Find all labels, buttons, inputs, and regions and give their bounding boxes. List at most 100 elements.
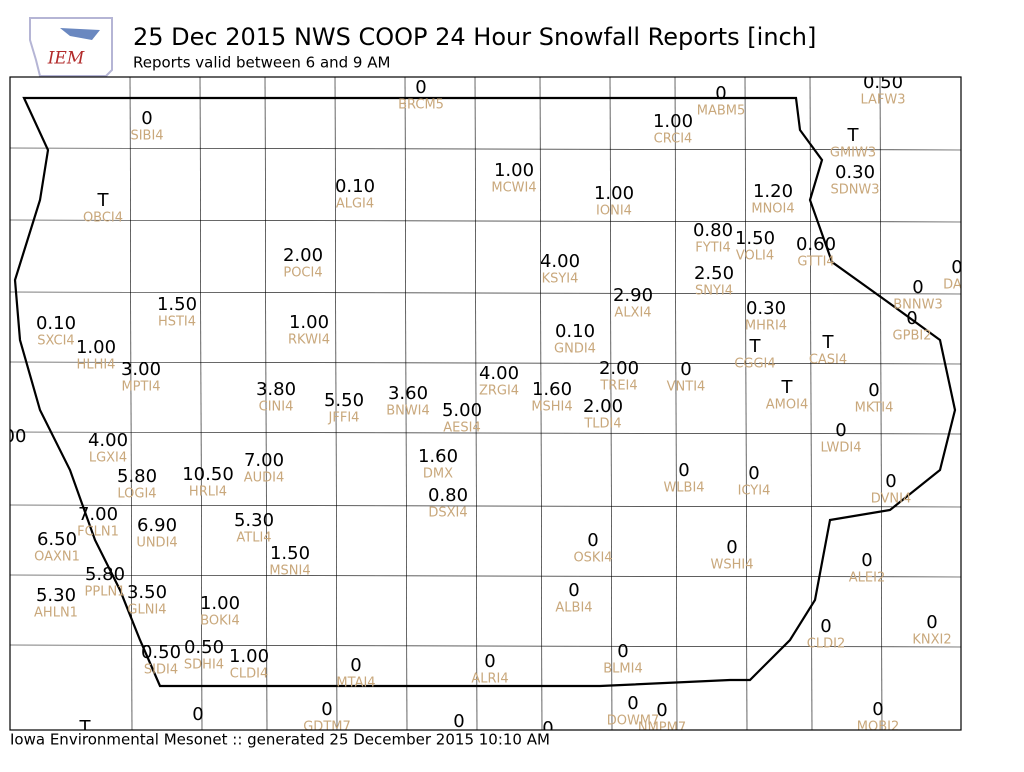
station: 0 bbox=[542, 718, 553, 739]
station-id: ALRI4 bbox=[471, 672, 508, 687]
station-id: GLNI4 bbox=[127, 603, 166, 618]
station-id: WLBI4 bbox=[663, 481, 704, 496]
station-id: ALEI2 bbox=[849, 571, 885, 586]
county-line bbox=[609, 77, 613, 730]
station-value: T bbox=[781, 377, 794, 398]
station-value: 0 bbox=[748, 463, 759, 484]
station-value: 0 bbox=[542, 718, 553, 739]
station-id: VNTI4 bbox=[667, 380, 706, 395]
station-value: 0 bbox=[678, 460, 689, 481]
station-id: IONI4 bbox=[596, 204, 632, 219]
station: T bbox=[79, 717, 92, 738]
station-id: RKWI4 bbox=[288, 333, 330, 348]
station-value: 0 bbox=[872, 699, 883, 720]
footer: Iowa Environmental Mesonet :: generated … bbox=[10, 731, 550, 749]
station-value: 00 bbox=[4, 426, 27, 447]
station-id: DVNI4 bbox=[871, 492, 912, 507]
station-value: 0 bbox=[587, 530, 598, 551]
station-id: HRLI4 bbox=[189, 485, 227, 500]
station-value: 3.50 bbox=[127, 582, 167, 603]
logo: IEM bbox=[29, 17, 113, 77]
station-id: GTTI4 bbox=[797, 255, 834, 270]
station-value: 0 bbox=[885, 471, 896, 492]
station-value: 0.10 bbox=[335, 176, 375, 197]
station-value: 3.60 bbox=[388, 383, 428, 404]
station-value: 1.00 bbox=[229, 646, 269, 667]
station-value: 0 bbox=[656, 700, 667, 721]
station-id: CGGI4 bbox=[734, 357, 775, 372]
station-value: 1.50 bbox=[270, 543, 310, 564]
station-id: CINI4 bbox=[259, 400, 294, 415]
station-id: FYTI4 bbox=[695, 241, 730, 256]
station-id: ATLI4 bbox=[236, 531, 271, 546]
station-id: MABM5 bbox=[697, 104, 746, 119]
station-value: 0.30 bbox=[835, 162, 875, 183]
station-value: 0.80 bbox=[693, 220, 733, 241]
station-value: 0 bbox=[617, 641, 628, 662]
station-id: POCI4 bbox=[283, 266, 322, 281]
station-id: MNOI4 bbox=[751, 202, 794, 217]
station-value: 1.60 bbox=[418, 446, 458, 467]
station-value: T bbox=[79, 717, 92, 738]
station-id: ALXI4 bbox=[614, 306, 651, 321]
county-line bbox=[10, 361, 961, 365]
station-value: 5.50 bbox=[324, 390, 364, 411]
station-id: MTAI4 bbox=[336, 676, 375, 691]
station-value: 3.80 bbox=[256, 379, 296, 400]
station-value: 7.00 bbox=[78, 504, 118, 525]
county-lines bbox=[10, 77, 961, 730]
county-line bbox=[264, 77, 268, 730]
station-value: 1.00 bbox=[494, 160, 534, 181]
station-value: 4.00 bbox=[88, 430, 128, 451]
county-line bbox=[10, 644, 961, 648]
station-id: DMX bbox=[423, 467, 453, 482]
station-value: 0 bbox=[627, 693, 638, 714]
station-id: ALBI4 bbox=[555, 601, 592, 616]
map-frame bbox=[9, 76, 962, 731]
station-value: 2.50 bbox=[694, 263, 734, 284]
station-id: DSXI4 bbox=[428, 506, 467, 521]
station-value: 0 bbox=[484, 651, 495, 672]
station-id: TREI4 bbox=[599, 379, 637, 394]
station-value: 0.60 bbox=[796, 234, 836, 255]
station-id: MSHI4 bbox=[531, 400, 572, 415]
station-value: 5.80 bbox=[117, 466, 157, 487]
station-value: 7.00 bbox=[244, 450, 284, 471]
station-id: CLDI2 bbox=[807, 637, 845, 652]
station-id: AUDI4 bbox=[244, 471, 285, 486]
station-id: NMPM7 bbox=[638, 721, 686, 736]
station: 0 bbox=[192, 704, 203, 725]
